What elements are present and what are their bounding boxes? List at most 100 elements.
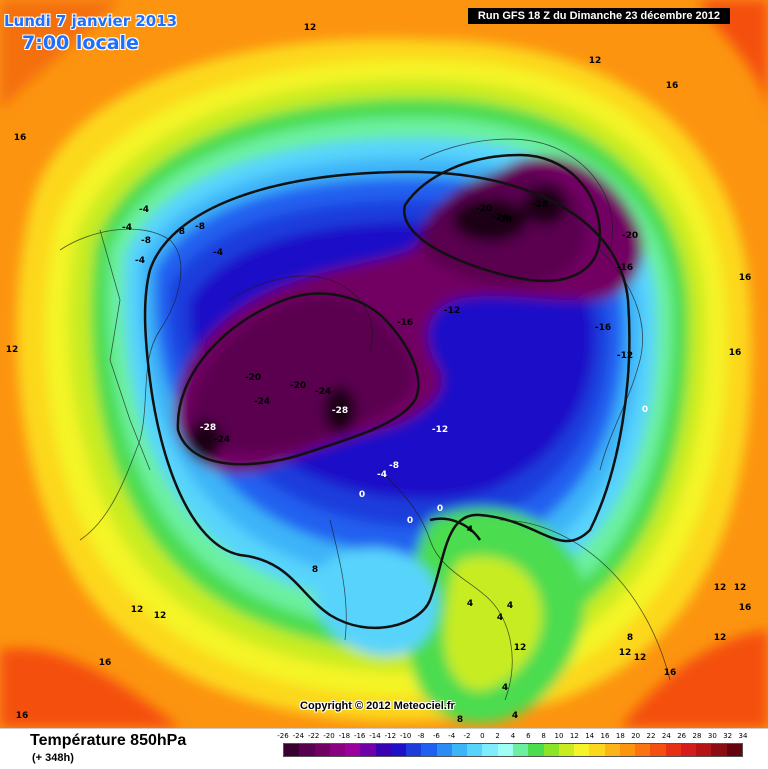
- contour-label: 4: [467, 525, 473, 535]
- contour-label: -8: [195, 222, 205, 232]
- legend-swatch: [360, 744, 376, 756]
- legend-swatch: [497, 744, 513, 756]
- legend-swatch: [726, 744, 742, 756]
- contour-label: -4: [213, 248, 223, 258]
- legend-swatch: [421, 744, 437, 756]
- legend-swatch: [528, 744, 544, 756]
- legend-labels: -26 -24 -22 -20 -18 -16 -14 -12 -10 -8 -6 -4 -2 0 2 4 6 8…: [277, 732, 747, 744]
- contour-label: 12: [714, 583, 727, 593]
- legend-swatch: [589, 744, 605, 756]
- legend-label: -12: [384, 732, 397, 740]
- contour-label: -8: [175, 227, 185, 237]
- contour-label: 8: [627, 633, 633, 643]
- legend-label: -14: [369, 732, 381, 740]
- contour-label: -4: [377, 470, 387, 480]
- contour-label: -16: [397, 318, 413, 328]
- legend-label: 20: [631, 732, 641, 740]
- legend-label: 2: [495, 732, 500, 740]
- legend-label: -8: [417, 732, 425, 740]
- contour-label: 12: [589, 56, 602, 66]
- legend-swatch: [558, 744, 575, 756]
- variable-title: Température 850hPa: [30, 732, 187, 749]
- legend-swatch: [284, 744, 300, 756]
- contour-label: -24: [315, 387, 331, 397]
- legend-swatch: [650, 744, 666, 756]
- legend-label: 12: [569, 732, 579, 740]
- contour-label: 16: [739, 273, 752, 283]
- contour-label: 0: [359, 490, 365, 500]
- contour-label: 12: [619, 648, 632, 658]
- legend-label: 0: [480, 732, 485, 740]
- legend-swatch: [696, 744, 712, 756]
- legend-label: -4: [448, 732, 456, 740]
- contour-label: -4: [139, 205, 149, 215]
- contour-label: 8: [312, 565, 318, 575]
- contour-label: 12: [154, 611, 167, 621]
- temperature-field: -28-24-28-20-20-16-16-12-16-120-20-24-20…: [0, 0, 768, 728]
- contour-label: 8: [457, 715, 463, 725]
- legend-label: 22: [646, 732, 656, 740]
- legend-swatch: [543, 744, 559, 756]
- legend-swatch: [665, 744, 681, 756]
- legend-swatch: [451, 744, 468, 756]
- contour-label: 12: [514, 643, 527, 653]
- contour-label: -16: [595, 323, 611, 333]
- legend-label: 30: [707, 732, 717, 740]
- color-legend: [283, 743, 743, 757]
- legend-swatch: [467, 744, 483, 756]
- contour-labels: -28-24-28-20-20-16-16-12-16-120-20-24-20…: [6, 23, 752, 725]
- legend-swatch: [604, 744, 620, 756]
- legend-label: -22: [307, 732, 320, 740]
- map-footer: Température 850hPa (+ 348h) -26 -24 -22 -20…: [0, 728, 768, 769]
- valid-date: Lundi 7 janvier 2013: [4, 12, 178, 30]
- contour-label: 4: [497, 613, 503, 623]
- contour-label: -28: [532, 200, 548, 210]
- legend-swatch: [680, 744, 697, 756]
- contour-label: -24: [214, 435, 230, 445]
- contour-label: -4: [122, 223, 132, 233]
- legend-label: -24: [292, 732, 305, 740]
- contour-label: 0: [437, 504, 443, 514]
- contour-label: 0: [642, 405, 648, 415]
- model-run-info: Run GFS 18 Z du Dimanche 23 décembre 201…: [467, 8, 730, 24]
- legend-swatch: [512, 744, 529, 756]
- legend-label: 8: [541, 732, 546, 740]
- valid-time: 7:00 locale: [22, 32, 139, 54]
- contour-label: -28: [332, 406, 348, 416]
- contour-label: -24: [254, 397, 270, 407]
- contour-label: 4: [512, 711, 518, 721]
- legend-label: -16: [353, 732, 366, 740]
- legend-swatch: [574, 744, 590, 756]
- contour-lines: [143, 153, 631, 630]
- legend-label: 16: [600, 732, 610, 740]
- contour-label: -12: [444, 306, 460, 316]
- contour-label: 16: [664, 668, 677, 678]
- legend-swatch: [299, 744, 315, 756]
- contour-label: -4: [135, 256, 145, 266]
- legend-swatch: [619, 744, 636, 756]
- legend-label: 24: [661, 732, 671, 740]
- legend-label: 32: [723, 732, 733, 740]
- contour-label: -12: [617, 351, 633, 361]
- legend-swatch: [635, 744, 651, 756]
- contour-label: 4: [507, 601, 513, 611]
- legend-swatch: [345, 744, 361, 756]
- legend-label: -10: [399, 732, 412, 740]
- contour-label: -20: [622, 231, 638, 241]
- legend-label: 18: [615, 732, 625, 740]
- contour-label: 16: [99, 658, 112, 668]
- contour-label: 12: [6, 345, 19, 355]
- contour-label: 16: [16, 711, 29, 721]
- temperature-map: -28 -24 -28 -20 -20 -16 -16 -12 -16 -12 0 -20 -24 -20…: [0, 0, 768, 728]
- contour-label: -12: [432, 425, 448, 435]
- legend-swatch: [329, 744, 346, 756]
- legend-swatch: [482, 744, 498, 756]
- contour-label: 16: [14, 133, 27, 143]
- legend-swatch: [711, 744, 727, 756]
- contour-label: -20: [476, 204, 492, 214]
- legend-label: 28: [692, 732, 702, 740]
- contour-label: 12: [734, 583, 747, 593]
- contour-label: 16: [666, 81, 679, 91]
- legend-swatch: [436, 744, 452, 756]
- legend-label: 6: [526, 732, 531, 740]
